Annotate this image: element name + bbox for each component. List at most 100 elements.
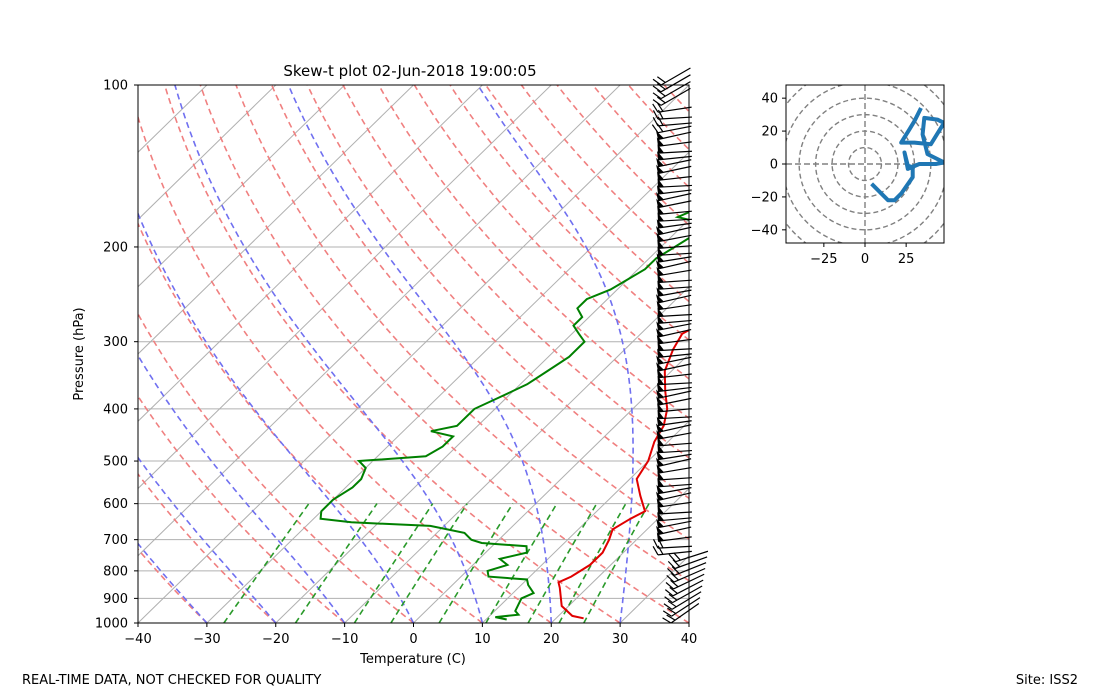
barb-feather [652,116,659,127]
dry-adiabat [413,85,689,380]
x-tick-label: −30 [193,632,220,647]
dry-adiabat [485,85,689,303]
y-tick-label: 100 [103,79,128,94]
barb-feather [657,83,666,90]
x-tick-label: −10 [331,632,358,647]
barb-feather [652,92,662,100]
y-tick-label: 700 [103,533,128,548]
hodograph-y-tick-label: −40 [751,223,778,238]
wind-barb [657,477,692,488]
moist-adiabat [174,85,484,623]
mixing-ratio-line [438,503,514,623]
barb-staff [657,313,692,318]
hodograph-x-tick-label: 0 [861,252,869,267]
wind-barb [656,192,692,202]
barb-staff [657,260,692,270]
barb-staff [657,155,692,161]
wind-barb [664,579,704,597]
barb-staff [657,432,692,440]
barb-feather [664,596,673,604]
barb-staff [657,477,692,481]
barb-feather [657,545,664,555]
isotherm-line [344,286,689,623]
moist-adiabat [138,353,346,623]
barb-feather [667,567,675,576]
barb-staff [657,294,692,304]
wind-barb [655,294,692,304]
barb-feather [666,614,676,621]
barb-staff [660,74,691,93]
barb-staff [657,106,692,113]
barb-staff [657,125,692,134]
hodograph-y-tick-label: 0 [770,158,778,173]
barb-staff [657,328,692,338]
barb-staff [657,483,692,488]
barb-staff [660,81,691,100]
moist-adiabat [477,85,634,623]
barb-staff [657,218,692,222]
barb-feather [656,123,664,133]
hodograph-y-tick-label: 20 [761,125,778,140]
barb-staff [657,487,692,495]
barb-feather [667,607,677,614]
barb-feather [665,582,674,590]
barb-flag [656,130,664,140]
barb-feather [652,546,659,556]
wind-barb [656,525,692,536]
x-tick-label: −40 [124,632,151,647]
wind-barb [656,137,692,147]
barb-feather [670,573,679,581]
barb-staff [672,585,703,604]
isotherm-line [138,85,277,221]
isotherm-line [138,85,345,288]
dewpoint-profile [319,211,689,621]
barb-feather [652,110,659,120]
wind-barb [657,150,692,161]
y-tick-label: 300 [103,335,128,350]
hodograph-ticks: −40 −20 0 20 40 −25 0 25 [751,92,915,267]
x-tick-label: 40 [681,632,698,647]
barb-staff [657,458,692,467]
hodograph-x-tick-label: 25 [898,252,915,267]
barb-staff [657,200,692,209]
hodograph-y-tick-label: −20 [751,190,778,205]
dry-adiabat [199,85,689,623]
mixing-ratio-line [223,503,310,623]
isotherm-line [482,420,689,623]
mixing-ratio-line [390,503,468,623]
barb-staff [657,526,692,536]
barb-staff [670,603,700,624]
barb-staff [657,424,692,433]
wind-barb [656,130,692,141]
dry-adiabat [138,221,483,623]
barb-staff [657,165,692,175]
barb-flag [656,525,664,535]
barb-staff [674,562,707,576]
temperature-profile [557,328,689,620]
wind-barb [668,550,709,563]
barb-feather [669,586,678,594]
barb-staff [657,323,692,331]
barb-feather [670,579,679,588]
wind-barbs [651,67,709,624]
barb-feather [652,85,662,93]
barb-flag [656,423,664,433]
wind-barb [662,603,700,624]
barb-flag [655,457,664,467]
hodograph-x-tick-label: −25 [810,252,837,267]
barb-staff [657,159,692,168]
barb-feather [657,96,666,104]
profile-lines [319,211,689,621]
barb-feather [664,589,674,597]
wind-barb [655,491,692,501]
hodograph-y-tick-label: 40 [761,92,778,107]
dry-adiabat [627,85,689,151]
isotherm-line [550,487,689,623]
barb-staff [657,304,692,311]
barb-staff [657,511,692,515]
barb-staff [657,420,692,427]
wind-barb [655,457,692,467]
y-tick-label: 400 [103,402,128,417]
barb-feather [652,539,659,549]
barb-feather [673,552,681,561]
